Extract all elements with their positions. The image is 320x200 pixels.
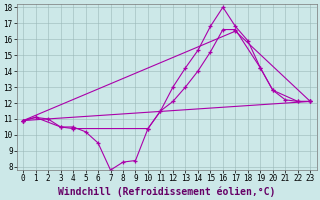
X-axis label: Windchill (Refroidissement éolien,°C): Windchill (Refroidissement éolien,°C) xyxy=(58,186,276,197)
